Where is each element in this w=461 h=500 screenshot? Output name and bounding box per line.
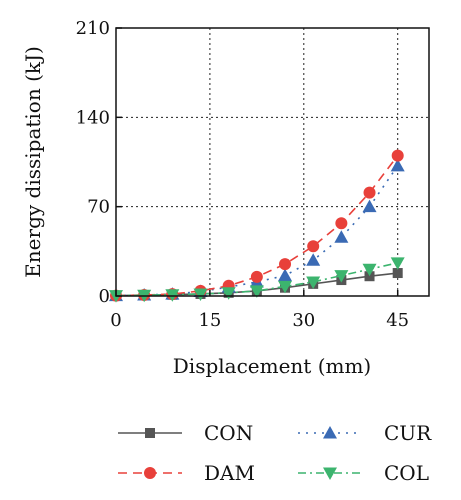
y-tick-label: 210 — [76, 18, 110, 39]
data-point-col — [362, 263, 377, 277]
legend-item-con: CON — [118, 421, 253, 445]
plot-frame — [115, 27, 430, 297]
legend: CON CUR DAM COL — [118, 421, 432, 485]
grid-lines — [116, 28, 429, 296]
x-tick-label: 0 — [110, 310, 121, 331]
data-point-col — [221, 287, 236, 300]
data-point-dam — [363, 186, 376, 199]
legend-item-col: COL — [298, 461, 429, 485]
legend-marker-con — [145, 428, 155, 438]
data-point-dam — [307, 240, 320, 253]
data-point-cur — [334, 230, 349, 243]
legend-label-cur: CUR — [384, 421, 432, 445]
data-point-dam — [250, 270, 263, 283]
legend-item-cur: CUR — [298, 421, 432, 445]
series-dam — [110, 149, 404, 302]
data-point-col — [306, 276, 321, 289]
legend-label-col: COL — [384, 461, 429, 485]
legend-label-dam: DAM — [204, 461, 255, 485]
data-point-dam — [335, 217, 348, 230]
y-tick-label: 0 — [99, 286, 110, 307]
legend-label-con: CON — [204, 421, 253, 445]
x-axis-label: Displacement (mm) — [173, 354, 371, 378]
data-point-cur — [306, 253, 321, 266]
data-point-dam — [391, 149, 404, 162]
data-point-col — [334, 270, 349, 283]
data-point-col — [193, 288, 208, 301]
y-tick-label: 70 — [87, 197, 110, 218]
data-point-con — [364, 271, 375, 282]
x-tick-label: 15 — [198, 310, 221, 331]
data-point-col — [390, 257, 405, 270]
series-line-col — [115, 262, 398, 297]
legend-marker-dam — [144, 467, 156, 479]
legend-item-dam: DAM — [118, 461, 255, 485]
y-tick-label: 140 — [76, 107, 110, 128]
data-point-dam — [279, 258, 292, 271]
data-point-col — [278, 280, 293, 294]
legend-marker-col — [323, 467, 337, 480]
data-point-cur — [390, 158, 405, 172]
x-tick-label: 30 — [292, 310, 315, 331]
data-point-con — [392, 268, 403, 279]
x-tick-label: 45 — [386, 310, 409, 331]
data-point-cur — [362, 199, 377, 213]
data-point-cur — [278, 268, 293, 282]
axis-ticks: 0 70 140 210 0 15 30 45 — [76, 18, 410, 331]
data-point-col — [249, 285, 264, 298]
y-axis-label: Energy dissipation (kJ) — [21, 46, 45, 278]
series-layer — [109, 149, 405, 303]
legend-marker-cur — [323, 426, 337, 439]
